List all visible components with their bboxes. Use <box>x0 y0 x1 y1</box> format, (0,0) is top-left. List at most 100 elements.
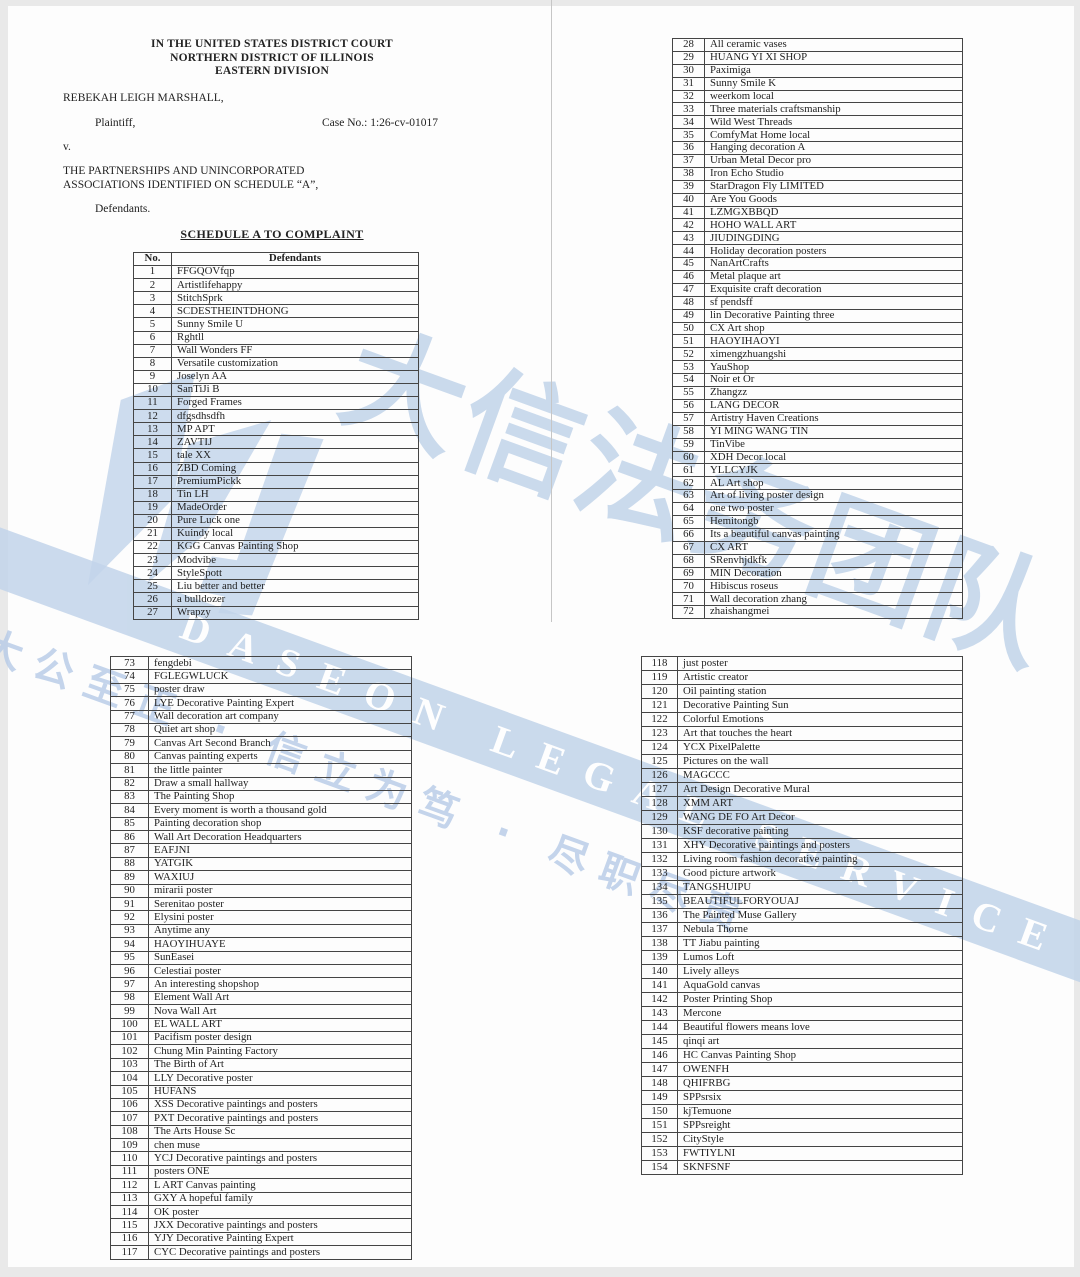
defendant-number: 34 <box>672 115 705 130</box>
defendant-name: JIUDINGDING <box>704 231 963 246</box>
table-row: 61 YLLCYJK <box>672 463 963 478</box>
table-row: 1 FFGQOVfqp <box>133 265 419 280</box>
defendant-number: 67 <box>672 540 705 555</box>
table-row: 114 OK poster <box>110 1205 412 1220</box>
defendant-name: Liu better and better <box>171 579 419 594</box>
table-row: 118 just poster <box>641 656 963 671</box>
defendant-name: HAOYIHUAYE <box>148 937 412 952</box>
defendant-name: fengdebi <box>148 655 412 671</box>
defendant-name: Canvas painting experts <box>148 749 412 765</box>
table-row: 56 LANG DECOR <box>672 398 963 413</box>
defendant-number: 9 <box>133 369 172 384</box>
defendant-number: 74 <box>110 669 149 684</box>
defendant-name: Versatile customization <box>171 356 419 371</box>
defendant-name: LZMGXBBQD <box>704 205 963 220</box>
defendant-number: 39 <box>672 179 705 194</box>
table-row: 100 EL WALL ART <box>110 1017 412 1032</box>
table-row: 138 TT Jiabu painting <box>641 936 963 951</box>
defendant-name: Beautiful flowers means love <box>677 1020 963 1035</box>
defendant-name: NanArtCrafts <box>704 257 963 272</box>
table-row: 3 StitchSprk <box>133 291 419 306</box>
table-row: 30 Paximiga <box>672 63 963 78</box>
table-row: 15 tale XX <box>133 448 419 463</box>
defendant-name: StarDragon Fly LIMITED <box>704 179 963 194</box>
table-row: 91 Serenitao poster <box>110 897 412 912</box>
table-row: 121 Decorative Painting Sun <box>641 698 963 713</box>
schedule-a-title: SCHEDULE A TO COMPLAINT <box>180 227 364 241</box>
defendant-number: 83 <box>110 789 149 805</box>
defendant-name: OWENFH <box>677 1062 963 1077</box>
defendant-name: Wall Wonders FF <box>171 343 419 358</box>
defendant-name: MIN Decoration <box>704 566 963 581</box>
defendant-number: 118 <box>641 656 678 671</box>
defendant-number: 115 <box>110 1218 149 1233</box>
defendant-number: 93 <box>110 923 149 939</box>
defendant-number: 117 <box>110 1245 149 1260</box>
defendant-number: 33 <box>672 102 705 117</box>
table-row: 116 YJY Decorative Painting Expert <box>110 1231 412 1247</box>
table-row: 72 zhaishangmei <box>672 605 963 620</box>
table-row: 119 Artistic creator <box>641 670 963 685</box>
defendant-name: HAOYIHAOYI <box>704 334 963 349</box>
defendant-number: 92 <box>110 910 149 925</box>
defendant-number: 120 <box>641 684 678 699</box>
table-row: 54 Noir et Or <box>672 373 963 388</box>
table-row: 141 AquaGold canvas <box>641 978 963 993</box>
table-row: 82 Draw a small hallway <box>110 776 412 791</box>
table-row: 13 MP APT <box>133 422 419 437</box>
defendant-number: 55 <box>672 386 705 400</box>
table-row: 58 YI MING WANG TIN <box>672 424 963 439</box>
defendant-name: poster draw <box>148 682 412 698</box>
defendant-name: TinVibe <box>704 437 963 452</box>
defendant-name: FWTIYLNI <box>677 1146 963 1161</box>
plaintiff-label: Plaintiff, <box>95 117 136 129</box>
defendant-number: 58 <box>672 424 705 439</box>
defendant-name: KGG Canvas Painting Shop <box>171 540 419 555</box>
table-row: 48 sf pendsff <box>672 295 963 310</box>
table-row: 37 Urban Metal Decor pro <box>672 154 963 168</box>
defendant-number: 150 <box>641 1104 678 1119</box>
defendant-number: 107 <box>110 1111 149 1126</box>
court-heading-line2: NORTHERN DISTRICT OF ILLINOIS <box>170 51 374 64</box>
defendant-number: 135 <box>641 894 678 909</box>
defendant-name: Pictures on the wall <box>677 754 963 769</box>
defendant-name: Draw a small hallway <box>148 776 412 791</box>
defendant-number: 85 <box>110 816 149 832</box>
table-row: 8 Versatile customization <box>133 356 419 371</box>
defendant-number: 61 <box>672 463 705 478</box>
defendant-name: XMM ART <box>677 796 963 811</box>
defendant-number: 37 <box>672 154 705 168</box>
defendant-name: OK poster <box>148 1205 412 1220</box>
defendant-name: Wrapzy <box>171 605 419 620</box>
defendant-number: 15 <box>133 448 172 463</box>
defendant-name: YLLCYJK <box>704 463 963 478</box>
defendant-number: 53 <box>672 360 705 375</box>
defendants-table-1-27: No. Defendants 1 FFGQOVfqp 2 Artistlifehappy 3… <box>133 251 419 620</box>
defendant-name: Wild West Threads <box>704 115 963 130</box>
defendant-name: Oil painting station <box>677 684 963 699</box>
defendant-number: 108 <box>110 1124 149 1140</box>
table-row: 26 a bulldozer <box>133 592 419 607</box>
table-row: 95 SunEasei <box>110 950 412 965</box>
table-row: 44 Holiday decoration posters <box>672 244 963 259</box>
defendant-number: 51 <box>672 334 705 349</box>
table-row: 139 Lumos Loft <box>641 950 963 965</box>
defendant-name: Nebula Thorne <box>677 922 963 937</box>
defendant-number: 148 <box>641 1076 678 1091</box>
table-row: 113 GXY A hopeful family <box>110 1191 412 1207</box>
defendant-name: QHIFRBG <box>677 1076 963 1091</box>
table-row: 78 Quiet art shop <box>110 722 412 738</box>
defendant-name: LYE Decorative Painting Expert <box>148 696 412 711</box>
defendant-name: mirarii poster <box>148 883 412 899</box>
defendant-name: Colorful Emotions <box>677 712 963 727</box>
court-heading-line1: IN THE UNITED STATES DISTRICT COURT <box>151 38 393 50</box>
defendant-name: Hanging decoration A <box>704 141 963 156</box>
table-row: 115 JXX Decorative paintings and posters <box>110 1218 412 1233</box>
defendant-number: 147 <box>641 1062 678 1077</box>
defendant-number: 127 <box>641 782 678 797</box>
table-row: 70 Hibiscus roseus <box>672 579 963 594</box>
defendant-description-line2: ASSOCIATIONS IDENTIFIED ON SCHEDULE “A”, <box>63 179 319 191</box>
table-row: 146 HC Canvas Painting Shop <box>641 1048 963 1063</box>
case-number: Case No.: 1:26-cv-01017 <box>322 117 438 129</box>
defendant-name: LLY Decorative poster <box>148 1071 412 1086</box>
